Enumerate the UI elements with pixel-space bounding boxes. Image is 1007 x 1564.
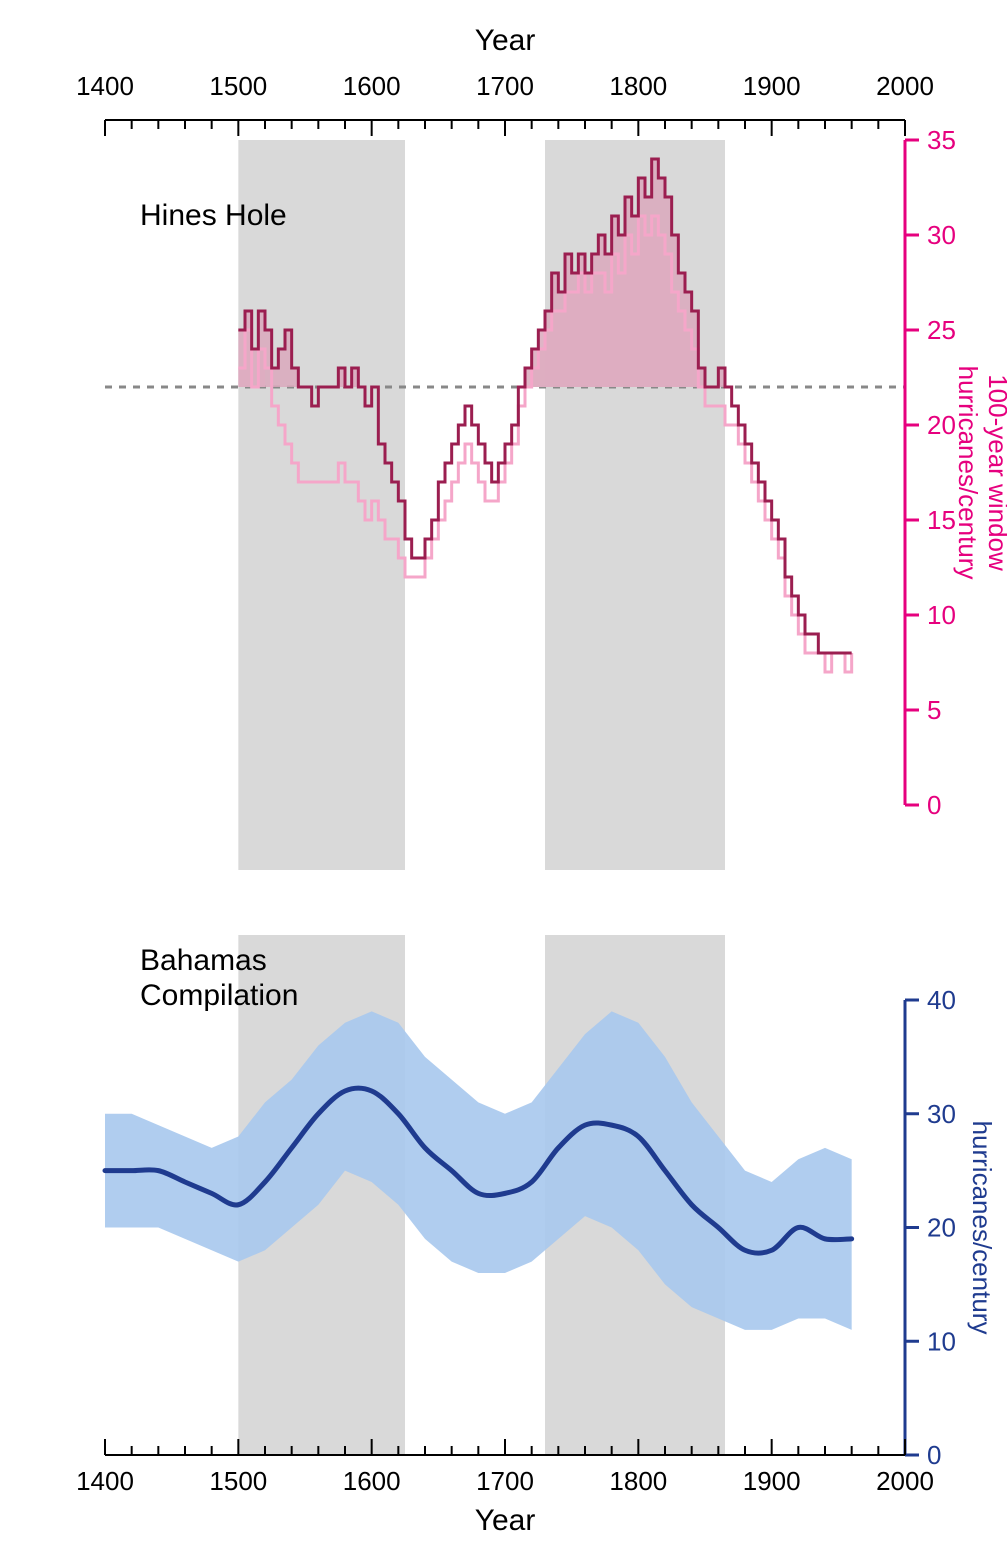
bottom-x-tick-label: 1500 bbox=[209, 1466, 267, 1496]
top-x-tick-label: 1500 bbox=[209, 71, 267, 101]
panel-a-y-tick-label: 5 bbox=[927, 695, 941, 725]
top-x-tick-label: 1600 bbox=[343, 71, 401, 101]
chart-root: Year 1400 1500 1600 1700 1800 1900 2000 0 5 10 15 20… bbox=[0, 0, 1007, 1564]
bottom-x-tick-label: 2000 bbox=[876, 1466, 934, 1496]
panel-a-y-tick-label: 10 bbox=[927, 600, 956, 630]
svg-text:100-year window: 100-year window bbox=[983, 374, 1007, 571]
bottom-x-axis-title: Year bbox=[475, 1504, 536, 1537]
top-x-tick-label: 1700 bbox=[476, 71, 534, 101]
panel-a-y-title: 100-year windowhurricanes/century bbox=[953, 366, 1007, 580]
panel-a-y-tick-label: 35 bbox=[927, 125, 956, 155]
bottom-x-tick-label: 1700 bbox=[476, 1466, 534, 1496]
svg-text:hurricanes/century: hurricanes/century bbox=[967, 1121, 997, 1335]
panel-a-y-tick-label: 15 bbox=[927, 505, 956, 535]
panel-a-y-tick-label: 0 bbox=[927, 790, 941, 820]
bottom-x-tick-label: 1900 bbox=[743, 1466, 801, 1496]
bahamas-uncertainty-band bbox=[105, 1011, 852, 1330]
bottom-x-tick-label: 1400 bbox=[76, 1466, 134, 1496]
top-x-tick-label: 1400 bbox=[76, 71, 134, 101]
panel-b-y-tick-label: 30 bbox=[927, 1099, 956, 1129]
panel-b-label-1: Bahamas bbox=[140, 944, 267, 977]
top-x-tick-label: 1800 bbox=[609, 71, 667, 101]
panel-a-y-tick-label: 30 bbox=[927, 220, 956, 250]
panel-a-y-tick-label: 20 bbox=[927, 410, 956, 440]
grey-band-0 bbox=[238, 140, 405, 870]
panel-b-y-title: hurricanes/century bbox=[967, 1121, 997, 1335]
bottom-x-tick-label: 1800 bbox=[609, 1466, 667, 1496]
panel-b-y-tick-label: 20 bbox=[927, 1213, 956, 1243]
panel-a-y-tick-label: 25 bbox=[927, 315, 956, 345]
svg-text:hurricanes/century: hurricanes/century bbox=[953, 366, 983, 580]
top-x-tick-label: 1900 bbox=[743, 71, 801, 101]
panel-a-label: Hines Hole bbox=[140, 199, 287, 232]
panel-b-label-2: Compilation bbox=[140, 979, 298, 1012]
top-x-axis-title: Year bbox=[475, 24, 536, 57]
bottom-x-tick-label: 1600 bbox=[343, 1466, 401, 1496]
top-x-tick-label: 2000 bbox=[876, 71, 934, 101]
panel-b-y-tick-label: 40 bbox=[927, 985, 956, 1015]
panel-b-y-tick-label: 10 bbox=[927, 1326, 956, 1356]
